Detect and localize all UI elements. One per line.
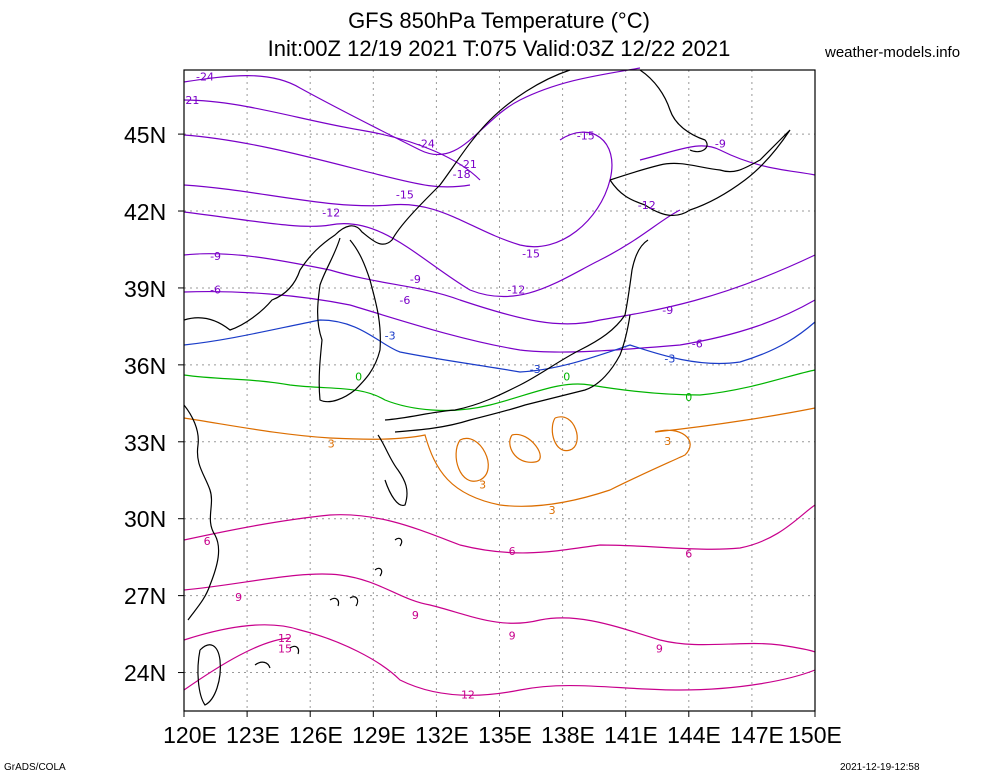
contour-label: -6 bbox=[399, 294, 410, 307]
coast-ryukyu bbox=[254, 537, 403, 669]
contour-label: 0 bbox=[685, 391, 692, 404]
contour-plus3-loop2 bbox=[509, 433, 541, 463]
contour-minus15 bbox=[183, 131, 613, 248]
contour-minus21 bbox=[183, 99, 481, 181]
footer-software: GrADS/COLA bbox=[4, 762, 66, 773]
contour-zero bbox=[183, 369, 816, 412]
lon-label: 141E bbox=[604, 722, 658, 748]
contour-label: -15 bbox=[522, 248, 540, 261]
contour-label: -12 bbox=[322, 207, 340, 220]
lon-label: 135E bbox=[478, 722, 532, 748]
lat-label: 27N bbox=[124, 583, 167, 609]
contour-plus15 bbox=[183, 637, 291, 691]
contour-minus9-east bbox=[639, 145, 816, 176]
contour-label: 3 bbox=[664, 435, 671, 448]
lat-label: 39N bbox=[124, 276, 167, 302]
lon-label: 138E bbox=[541, 722, 595, 748]
contour-label: -15 bbox=[396, 189, 414, 202]
contour-label: -24 bbox=[417, 137, 435, 150]
contour-plus12 bbox=[183, 624, 816, 696]
site-credit: weather-models.info bbox=[825, 44, 961, 61]
contour-label: 3 bbox=[549, 504, 556, 517]
contour-label: 0 bbox=[563, 371, 570, 384]
contour-minus12 bbox=[183, 209, 681, 298]
lon-label: 129E bbox=[352, 722, 406, 748]
contour-label: -21 bbox=[459, 158, 477, 171]
contour-label: 9 bbox=[509, 630, 516, 643]
coast-sakhalin bbox=[639, 69, 708, 153]
contour-lines bbox=[183, 67, 816, 696]
footer-timestamp: 2021-12-19-12:58 bbox=[840, 762, 920, 773]
contour-minus3 bbox=[183, 319, 816, 373]
lat-label: 36N bbox=[124, 353, 167, 379]
contour-plus9 bbox=[183, 573, 816, 653]
coast-asia-mainland bbox=[183, 69, 571, 331]
contour-label: -3 bbox=[385, 330, 396, 343]
contour-label: 9 bbox=[235, 591, 242, 604]
contour-plus3-loop bbox=[455, 437, 489, 482]
contour-label: -24 bbox=[196, 71, 214, 84]
lat-label: 42N bbox=[124, 199, 167, 225]
contour-label: 9 bbox=[656, 642, 663, 655]
contour-label: -9 bbox=[210, 250, 221, 263]
lat-label: 45N bbox=[124, 122, 167, 148]
contour-plus3 bbox=[183, 407, 816, 507]
contour-label: 15 bbox=[278, 642, 292, 655]
contour-plus3-loop3 bbox=[551, 416, 578, 452]
contour-label: -9 bbox=[410, 273, 421, 286]
lon-label: 126E bbox=[289, 722, 343, 748]
title-line-1: GFS 850hPa Temperature (°C) bbox=[348, 8, 650, 33]
coast-china-east bbox=[183, 404, 220, 621]
contour-label: -12 bbox=[638, 199, 656, 212]
contour-minus24 bbox=[183, 67, 641, 156]
lat-label: 33N bbox=[124, 430, 167, 456]
contour-label: -3 bbox=[664, 353, 675, 366]
contour-label: 6 bbox=[509, 545, 516, 558]
coast-kyushu bbox=[377, 434, 408, 506]
contour-label: 3 bbox=[328, 437, 335, 450]
lon-label: 150E bbox=[788, 722, 842, 748]
lon-label: 144E bbox=[667, 722, 721, 748]
map-frame bbox=[183, 69, 816, 712]
contour-label: -18 bbox=[453, 168, 471, 181]
coastlines bbox=[183, 69, 791, 706]
lat-label: 24N bbox=[124, 660, 167, 686]
title-line-2: Init:00Z 12/19 2021 T:075 Valid:03Z 12/2… bbox=[267, 36, 731, 61]
lon-label: 132E bbox=[415, 722, 469, 748]
contour-label: 12 bbox=[461, 689, 475, 702]
contour-minus6 bbox=[183, 290, 816, 353]
contour-label: 0 bbox=[355, 371, 362, 384]
lat-label: 30N bbox=[124, 506, 167, 532]
coast-honshu bbox=[384, 239, 649, 421]
contour-label: 6 bbox=[685, 548, 692, 561]
coast-korea bbox=[317, 237, 381, 403]
coast-taiwan bbox=[197, 644, 221, 706]
contour-label: -6 bbox=[692, 337, 703, 350]
contour-label: 9 bbox=[412, 609, 419, 622]
contour-label-layer: -24 21 -24 -15 -9 -21-18 -15 -12 -12 -15 -9 -9 -12 -6… bbox=[185, 71, 725, 702]
contour-plus6 bbox=[183, 504, 816, 554]
contour-label: -3 bbox=[530, 363, 541, 376]
contour-label: -6 bbox=[210, 284, 221, 297]
contour-label: -12 bbox=[507, 284, 525, 297]
lon-label: 123E bbox=[226, 722, 280, 748]
coast-honshu-south bbox=[394, 314, 631, 433]
contour-label: 6 bbox=[204, 535, 211, 548]
contour-label: -15 bbox=[577, 130, 595, 143]
contour-label: 21 bbox=[185, 94, 199, 107]
coast-hokkaido bbox=[609, 129, 791, 217]
contour-label: 12 bbox=[278, 632, 292, 645]
lon-label: 147E bbox=[730, 722, 784, 748]
contour-minus9 bbox=[183, 253, 816, 325]
map-grid bbox=[178, 70, 816, 717]
contour-label: -9 bbox=[715, 137, 726, 150]
contour-label: 3 bbox=[479, 478, 486, 491]
contour-label: -9 bbox=[662, 304, 673, 317]
lon-label: 120E bbox=[163, 722, 217, 748]
